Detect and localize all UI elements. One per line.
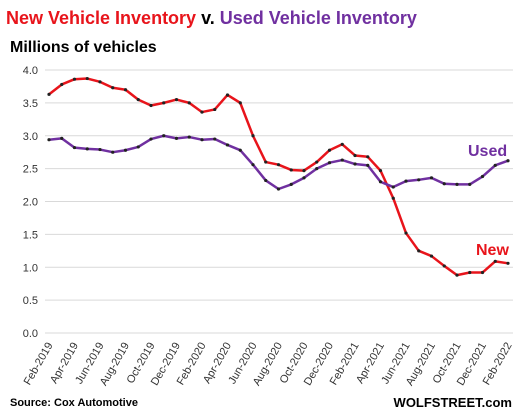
point bbox=[404, 179, 408, 183]
series-label: Used bbox=[468, 143, 507, 160]
point bbox=[404, 231, 408, 235]
point bbox=[72, 77, 77, 81]
title-part: Used Vehicle Inventory bbox=[220, 8, 417, 28]
point bbox=[315, 167, 319, 171]
y-tick-label: 2.0 bbox=[23, 197, 38, 209]
y-tick-label: 2.5 bbox=[23, 164, 38, 176]
y-tick-label: 0.0 bbox=[23, 328, 38, 340]
point bbox=[302, 168, 306, 173]
point bbox=[468, 182, 472, 187]
point bbox=[149, 137, 153, 141]
point bbox=[111, 86, 115, 90]
point bbox=[47, 92, 51, 96]
point bbox=[493, 259, 497, 263]
point bbox=[455, 273, 459, 277]
chart-title: New Vehicle Inventory v. Used Vehicle Inve… bbox=[6, 8, 417, 28]
point bbox=[468, 270, 472, 275]
point bbox=[85, 147, 89, 151]
point bbox=[455, 182, 459, 187]
point bbox=[187, 135, 191, 139]
source: Source: Cox Automotive bbox=[10, 397, 138, 409]
point bbox=[98, 147, 102, 152]
point bbox=[493, 163, 497, 167]
point bbox=[302, 176, 306, 180]
point bbox=[276, 163, 281, 167]
point bbox=[213, 107, 217, 112]
y-tick-label: 3.5 bbox=[23, 98, 38, 110]
y-tick-label: 1.0 bbox=[23, 262, 38, 274]
y-tick-label: 3.0 bbox=[23, 131, 38, 143]
point bbox=[417, 178, 421, 182]
point bbox=[187, 101, 191, 105]
series-line bbox=[48, 134, 509, 191]
point bbox=[480, 174, 485, 179]
point bbox=[225, 143, 230, 147]
point bbox=[123, 148, 128, 152]
point bbox=[60, 136, 64, 140]
subtitle: Millions of vehicles bbox=[10, 39, 157, 56]
point bbox=[340, 158, 344, 162]
point bbox=[98, 80, 102, 84]
point bbox=[353, 153, 357, 158]
point bbox=[378, 168, 383, 173]
point bbox=[213, 137, 217, 141]
point bbox=[417, 249, 421, 253]
y-tick-label: 1.5 bbox=[23, 229, 38, 241]
point bbox=[238, 148, 242, 152]
point bbox=[72, 145, 77, 150]
point bbox=[353, 162, 357, 166]
point bbox=[238, 101, 242, 105]
point bbox=[442, 182, 446, 186]
point bbox=[174, 97, 179, 102]
title-part: v. bbox=[201, 8, 215, 28]
point bbox=[47, 138, 51, 142]
point bbox=[366, 155, 370, 159]
point bbox=[264, 160, 268, 164]
point bbox=[251, 134, 255, 138]
point bbox=[327, 148, 332, 152]
point bbox=[174, 136, 179, 140]
point bbox=[391, 185, 395, 189]
point bbox=[340, 142, 344, 146]
point bbox=[366, 163, 370, 167]
point bbox=[506, 261, 510, 265]
point bbox=[429, 176, 434, 180]
point bbox=[149, 103, 153, 108]
point bbox=[327, 161, 332, 165]
point bbox=[162, 134, 166, 138]
y-tick-label: 0.5 bbox=[23, 295, 38, 307]
credit: WOLFSTREET.com bbox=[394, 395, 512, 410]
point bbox=[200, 110, 204, 114]
point bbox=[442, 264, 446, 268]
point bbox=[276, 187, 281, 191]
point bbox=[136, 145, 140, 149]
point bbox=[506, 159, 510, 163]
point bbox=[111, 150, 115, 154]
point bbox=[378, 180, 383, 184]
point bbox=[225, 93, 230, 97]
point bbox=[315, 160, 319, 164]
point bbox=[85, 76, 89, 81]
point bbox=[162, 101, 166, 105]
point bbox=[251, 163, 255, 167]
point bbox=[480, 270, 485, 275]
series-line bbox=[48, 77, 509, 277]
point bbox=[289, 182, 293, 187]
point bbox=[429, 254, 434, 258]
point bbox=[123, 88, 128, 92]
point bbox=[264, 178, 268, 183]
point bbox=[60, 82, 64, 87]
series-label: New bbox=[476, 242, 509, 259]
y-tick-label: 4.0 bbox=[23, 65, 38, 77]
point bbox=[289, 168, 293, 172]
point bbox=[136, 97, 140, 102]
point bbox=[391, 196, 395, 200]
title-part: New Vehicle Inventory bbox=[6, 8, 196, 28]
point bbox=[200, 138, 204, 142]
